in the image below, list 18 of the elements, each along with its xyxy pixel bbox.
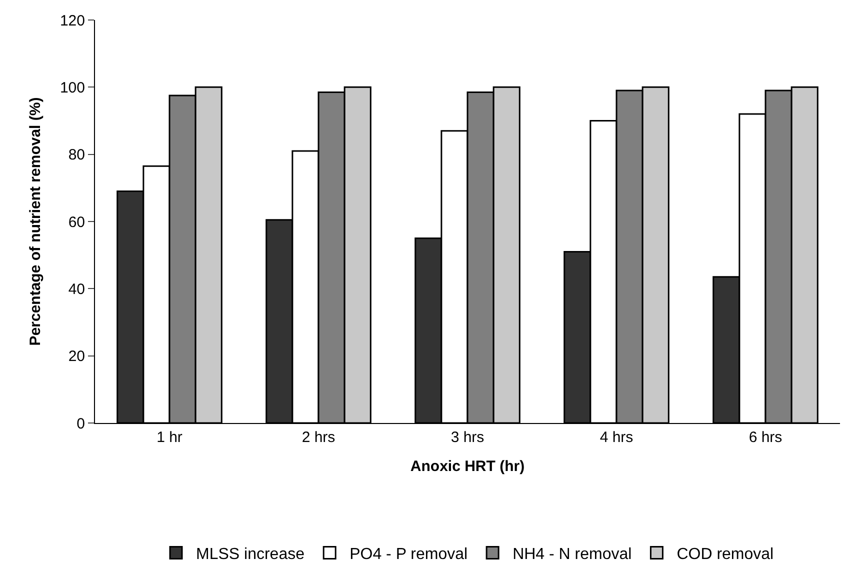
y-tick-label: 0 <box>76 415 85 432</box>
y-tick-label: 60 <box>68 214 85 231</box>
x-tick-label: 6 hrs <box>748 429 782 446</box>
legend-label: COD removal <box>676 546 774 563</box>
legend-label: NH4 - N removal <box>512 546 632 563</box>
y-tick-label: 80 <box>68 146 85 164</box>
x-tick-label: 1 hr <box>156 429 182 446</box>
x-tick-label: 2 hrs <box>302 429 336 446</box>
legend-label: PO4 - P removal <box>350 546 468 563</box>
y-axis-title: Percentage of nutrient removal (%) <box>27 97 44 346</box>
x-tick-label: 4 hrs <box>600 429 634 446</box>
x-axis-title: Anoxic HRT (hr) <box>410 458 525 475</box>
y-tick-label: 120 <box>60 12 85 30</box>
x-tick-label: 3 hrs <box>450 429 484 446</box>
y-tick-label: 100 <box>60 79 85 96</box>
legend-label: MLSS increase <box>196 546 305 563</box>
y-tick-label: 40 <box>68 280 85 298</box>
y-tick-label: 20 <box>68 348 85 366</box>
